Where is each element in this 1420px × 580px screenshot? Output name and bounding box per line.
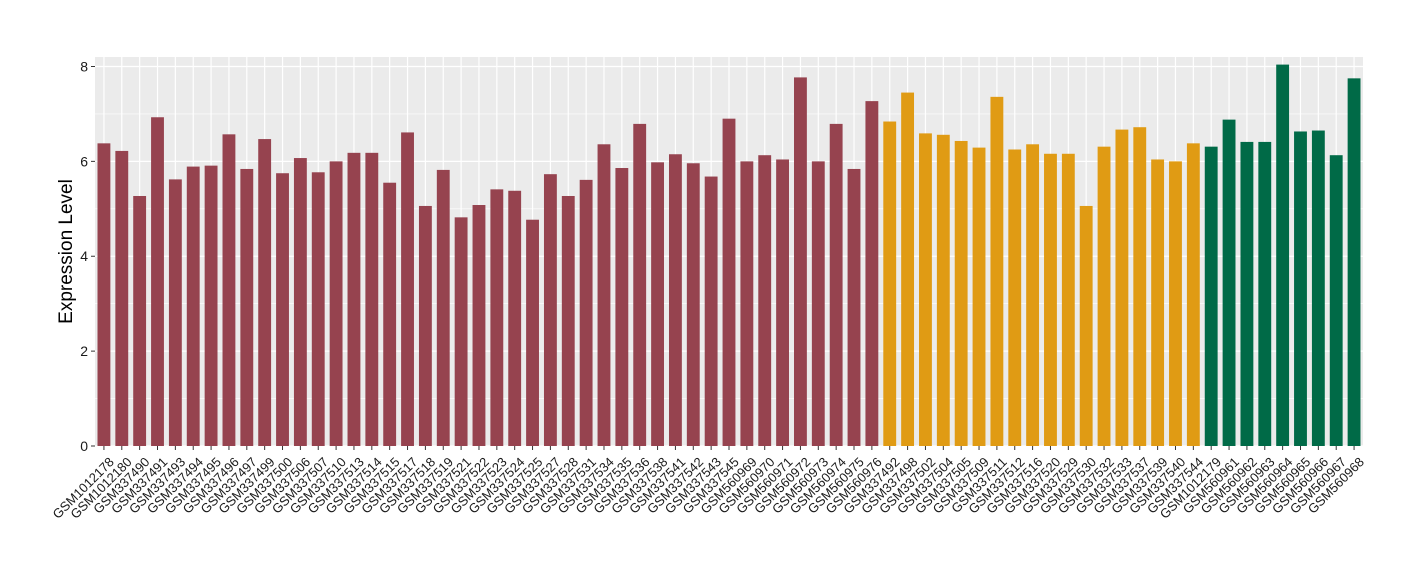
bar-gsm337492 (883, 121, 897, 446)
bar-gsm560970 (758, 155, 772, 446)
bar-gsm337518 (418, 205, 432, 446)
bar-gsm560976 (865, 101, 879, 447)
bar-gsm337493 (168, 179, 182, 446)
bar-gsm560969 (740, 161, 754, 447)
y-axis: 0 2 4 6 8 (80, 58, 95, 454)
bar-gsm337525 (526, 219, 539, 446)
bar-gsm337515 (383, 182, 397, 446)
y-tick-label: 0 (80, 438, 88, 454)
bar-gsm337512 (1008, 149, 1022, 446)
y-tick-label: 8 (80, 58, 88, 74)
bar-gsm337498 (901, 92, 915, 446)
bar-gsm337499 (258, 139, 272, 446)
bar-gsm337530 (1079, 205, 1093, 446)
bar-gsm337520 (1044, 153, 1057, 446)
bars (97, 64, 1361, 447)
bar-gsm337519 (436, 169, 450, 446)
bar-gsm337528 (561, 195, 575, 446)
bar-gsm560963 (1258, 141, 1272, 447)
bar-gsm337536 (633, 123, 647, 446)
bar-gsm337537 (1133, 127, 1147, 447)
bar-gsm337494 (186, 166, 200, 446)
bar-gsm337538 (651, 162, 664, 446)
bar-gsm337529 (1061, 153, 1075, 446)
bar-gsm560964 (1276, 64, 1290, 446)
bar-gsm337527 (543, 174, 557, 447)
bar-gsm337541 (668, 154, 682, 446)
bar-gsm337513 (347, 152, 361, 446)
bar-gsm560962 (1240, 141, 1254, 447)
bar-gsm560975 (847, 168, 861, 446)
bar-gsm337521 (454, 217, 468, 446)
bar-gsm337540 (1169, 161, 1182, 447)
bar-gsm560972 (794, 77, 807, 447)
y-tick-label: 4 (80, 248, 88, 264)
bar-gsm560973 (811, 161, 825, 447)
bar-gsm337535 (615, 168, 629, 446)
bar-gsm337509 (972, 147, 986, 447)
bar-gsm337534 (597, 144, 611, 446)
bar-gsm337543 (704, 176, 718, 447)
bar-gsm337517 (401, 132, 414, 447)
y-tick-label: 6 (80, 153, 88, 169)
bar-gsm337502 (919, 133, 932, 446)
y-axis-title: Expression Level (56, 179, 77, 324)
bar-gsm337497 (240, 168, 254, 446)
bar-gsm337531 (579, 179, 593, 447)
bar-gsm337507 (311, 172, 325, 446)
bar-gsm337524 (508, 190, 522, 446)
bar-gsm337544 (1186, 143, 1200, 446)
bar-gsm337516 (1026, 144, 1040, 446)
bar-gsm337506 (293, 158, 307, 447)
bar-gsm337523 (490, 189, 504, 447)
bar-gsm1012179 (1204, 146, 1218, 446)
bar-gsm337495 (204, 165, 218, 446)
bar-gsm337539 (1151, 159, 1165, 446)
bar-gsm560965 (1294, 131, 1307, 447)
bar-gsm337542 (686, 163, 700, 446)
bar-gsm337504 (936, 134, 950, 447)
bar-gsm337505 (954, 140, 968, 446)
bar-gsm560971 (776, 159, 790, 446)
bar-gsm337532 (1097, 146, 1111, 446)
bar-gsm337491 (151, 117, 164, 446)
bar-gsm337490 (133, 195, 147, 446)
bar-gsm1012180 (115, 150, 129, 447)
bar-gsm560968 (1347, 78, 1361, 446)
bar-gsm560961 (1222, 119, 1236, 447)
bar-gsm560974 (829, 123, 843, 446)
bar-gsm337533 (1115, 129, 1129, 446)
bar-gsm337514 (365, 152, 379, 446)
bar-gsm337522 (472, 205, 486, 446)
bar-gsm337545 (722, 118, 736, 447)
bar-gsm337511 (990, 96, 1004, 446)
y-tick-label: 2 (80, 343, 88, 359)
bar-gsm1012178 (97, 143, 111, 446)
x-axis: GSM1012178GSM1012180GSM337490GSM337491GS… (49, 446, 1367, 522)
bar-gsm560966 (1311, 130, 1325, 446)
bar-gsm337500 (276, 173, 289, 446)
bar-gsm560967 (1329, 155, 1343, 446)
bar-gsm337496 (222, 134, 236, 446)
bar-gsm337510 (329, 161, 343, 447)
